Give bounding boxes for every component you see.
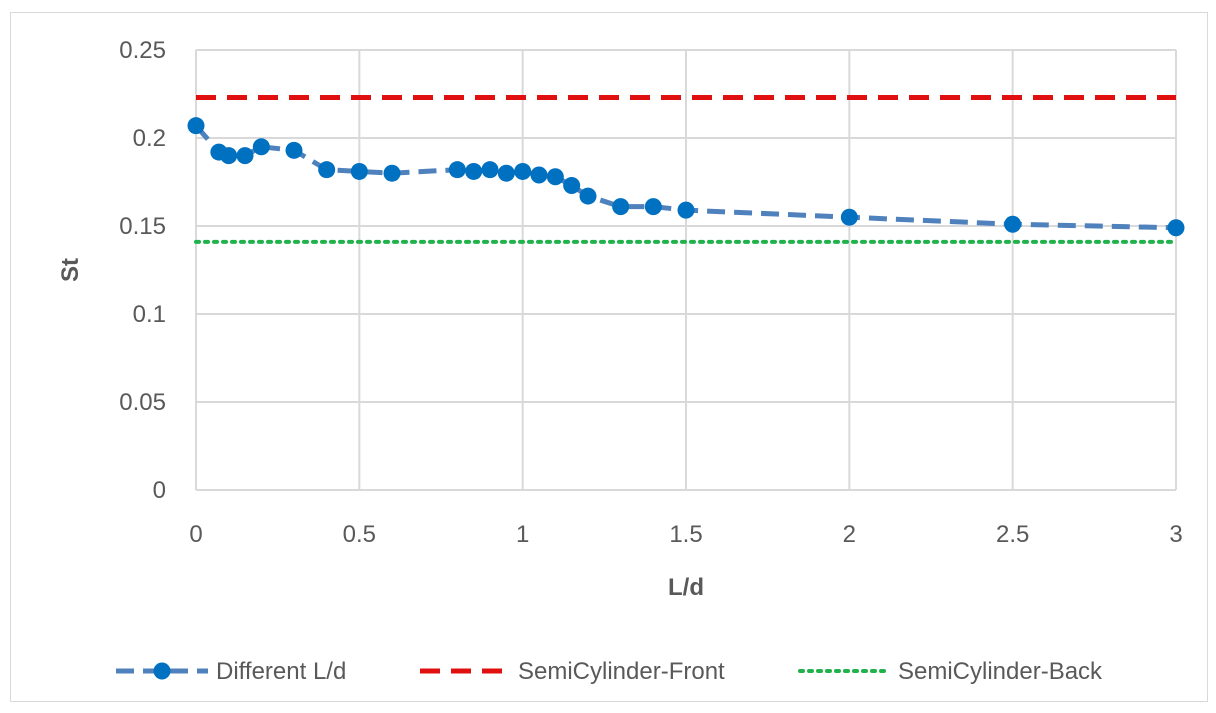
y-tick-label: 0.1 (133, 301, 166, 328)
legend: Different L/d SemiCylinder-Front SemiCylin… (116, 658, 1103, 685)
x-tick-label: 3 (1169, 521, 1182, 548)
data-point (644, 198, 662, 216)
data-point (546, 168, 564, 186)
data-point (448, 161, 466, 179)
legend-label: SemiCylinder-Front (518, 658, 725, 685)
data-point (187, 117, 205, 135)
x-axis-ticks: 0 0.5 1 1.5 2 2.5 3 (189, 521, 1182, 548)
data-point (236, 147, 254, 165)
y-axis-title: St (57, 258, 84, 282)
data-point (465, 162, 483, 180)
reference-lines (194, 95, 1178, 244)
gridlines (195, 49, 1177, 491)
data-point (285, 141, 303, 159)
x-tick-label: 0 (189, 521, 202, 548)
legend-label: Different L/d (216, 658, 346, 685)
y-tick-label: 0.2 (133, 125, 166, 152)
series-different-ld (187, 117, 1185, 237)
y-tick-label: 0 (153, 477, 166, 504)
data-point (1167, 219, 1185, 237)
legend-label: SemiCylinder-Back (898, 658, 1103, 685)
chart-area (10, 12, 1208, 702)
y-tick-label: 0.05 (119, 389, 166, 416)
x-tick-label: 2 (843, 521, 856, 548)
data-point (383, 164, 401, 182)
y-tick-label: 0.25 (119, 37, 166, 64)
y-axis-ticks: 0 0.05 0.1 0.15 0.2 0.25 (119, 37, 166, 504)
data-point (350, 162, 368, 180)
data-point (677, 201, 695, 219)
data-point (497, 164, 515, 182)
data-point (563, 177, 581, 195)
x-tick-label: 0.5 (343, 521, 376, 548)
data-point (481, 161, 499, 179)
x-tick-label: 1 (516, 521, 529, 548)
data-point (579, 187, 597, 205)
x-tick-label: 1.5 (669, 521, 702, 548)
x-axis-title: L/d (668, 574, 704, 601)
data-point (514, 162, 532, 180)
data-point (840, 208, 858, 226)
data-point (612, 198, 630, 216)
y-tick-label: 0.15 (119, 213, 166, 240)
data-point (220, 147, 238, 165)
data-point (530, 166, 548, 184)
x-tick-label: 2.5 (996, 521, 1029, 548)
data-point (252, 138, 270, 156)
legend-swatch-marker (153, 662, 171, 680)
data-point (1004, 215, 1022, 233)
data-point (318, 161, 336, 179)
